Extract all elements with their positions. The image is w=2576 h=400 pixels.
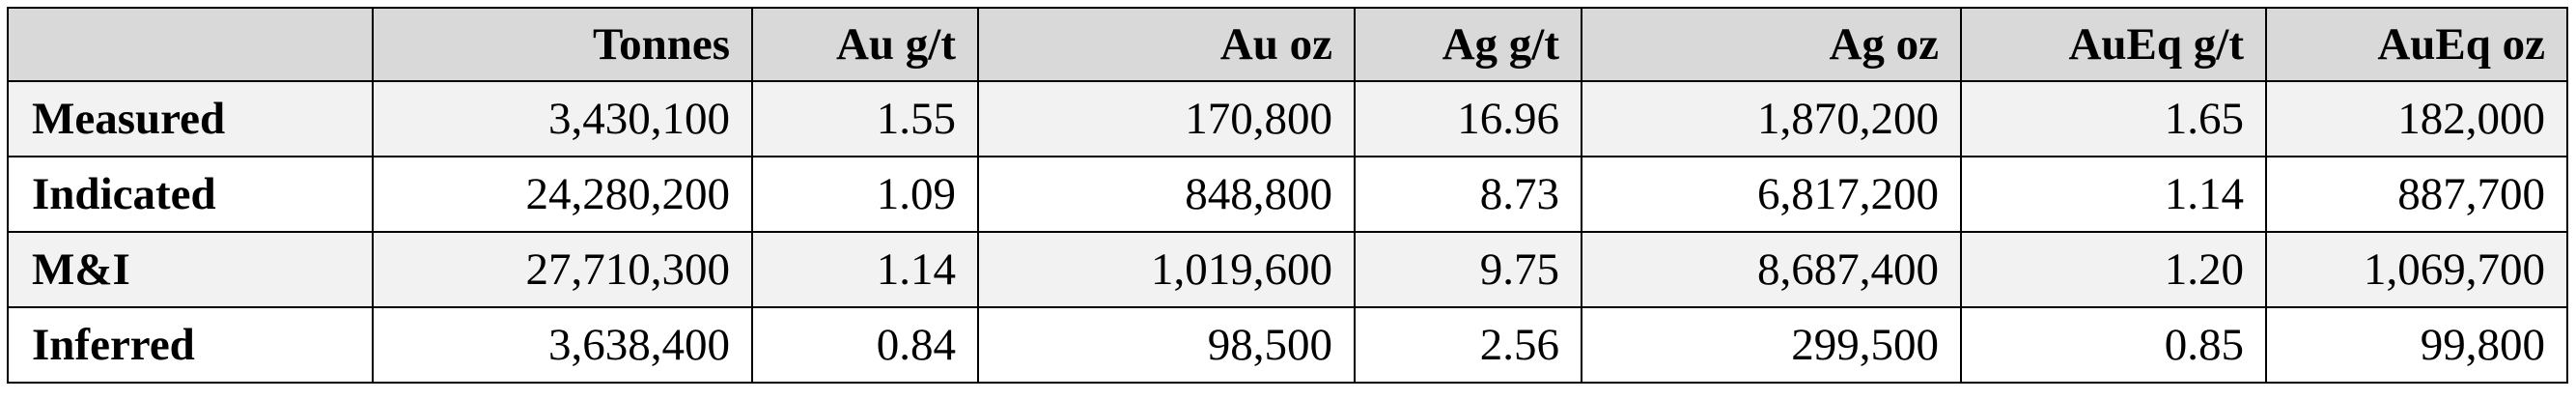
- cell: 170,800: [977, 80, 1356, 157]
- cell: 0.84: [751, 306, 979, 384]
- cell: 99,800: [2265, 306, 2568, 384]
- cell: 2.56: [1354, 306, 1582, 384]
- data-row: M&I 27,710,300 1.14 1,019,600 9.75 8,687,400 1…: [7, 231, 2568, 308]
- data-row: Measured 3,430,100 1.55 170,800 16.96 1,870,2…: [7, 80, 2568, 157]
- column-header: AuEq oz: [2265, 7, 2568, 82]
- cell: 98,500: [977, 306, 1356, 384]
- row-label: M&I: [7, 231, 374, 308]
- column-header: Au g/t: [751, 7, 979, 82]
- cell: 8,687,400: [1581, 231, 1962, 308]
- column-header: Ag g/t: [1354, 7, 1582, 82]
- cell: 848,800: [977, 156, 1356, 233]
- cell: 0.85: [1960, 306, 2267, 384]
- cell: 1,019,600: [977, 231, 1356, 308]
- cell: 1,069,700: [2265, 231, 2568, 308]
- resource-table: Tonnes Au g/t Au oz Ag g/t Ag oz AuEq g/t AuEq…: [7, 7, 2568, 384]
- data-row: Inferred 3,638,400 0.84 98,500 2.56 299,500 0.…: [7, 306, 2568, 384]
- cell: 299,500: [1581, 306, 1962, 384]
- cell: 1.09: [751, 156, 979, 233]
- cell: 9.75: [1354, 231, 1582, 308]
- row-label: Measured: [7, 80, 374, 157]
- cell: 8.73: [1354, 156, 1582, 233]
- cell: 6,817,200: [1581, 156, 1962, 233]
- cell: 24,280,200: [372, 156, 753, 233]
- cell: 182,000: [2265, 80, 2568, 157]
- table-body: Measured 3,430,100 1.55 170,800 16.96 1,870,2…: [7, 80, 2568, 384]
- cell: 1.65: [1960, 80, 2267, 157]
- cell: 1.20: [1960, 231, 2267, 308]
- cell: 1.14: [751, 231, 979, 308]
- cell: 3,638,400: [372, 306, 753, 384]
- cell: 16.96: [1354, 80, 1582, 157]
- column-header: Ag oz: [1581, 7, 1962, 82]
- row-label: Indicated: [7, 156, 374, 233]
- header-row: Tonnes Au g/t Au oz Ag g/t Ag oz AuEq g/t AuEq…: [7, 7, 2568, 82]
- data-row: Indicated 24,280,200 1.09 848,800 8.73 6,817,…: [7, 156, 2568, 233]
- cell: 1.55: [751, 80, 979, 157]
- column-header: Au oz: [977, 7, 1356, 82]
- cell: 1,870,200: [1581, 80, 1962, 157]
- cell: 3,430,100: [372, 80, 753, 157]
- cell: 1.14: [1960, 156, 2267, 233]
- corner-cell: [7, 7, 374, 82]
- cell: 887,700: [2265, 156, 2568, 233]
- cell: 27,710,300: [372, 231, 753, 308]
- column-header: AuEq g/t: [1960, 7, 2267, 82]
- column-header: Tonnes: [372, 7, 753, 82]
- row-label: Inferred: [7, 306, 374, 384]
